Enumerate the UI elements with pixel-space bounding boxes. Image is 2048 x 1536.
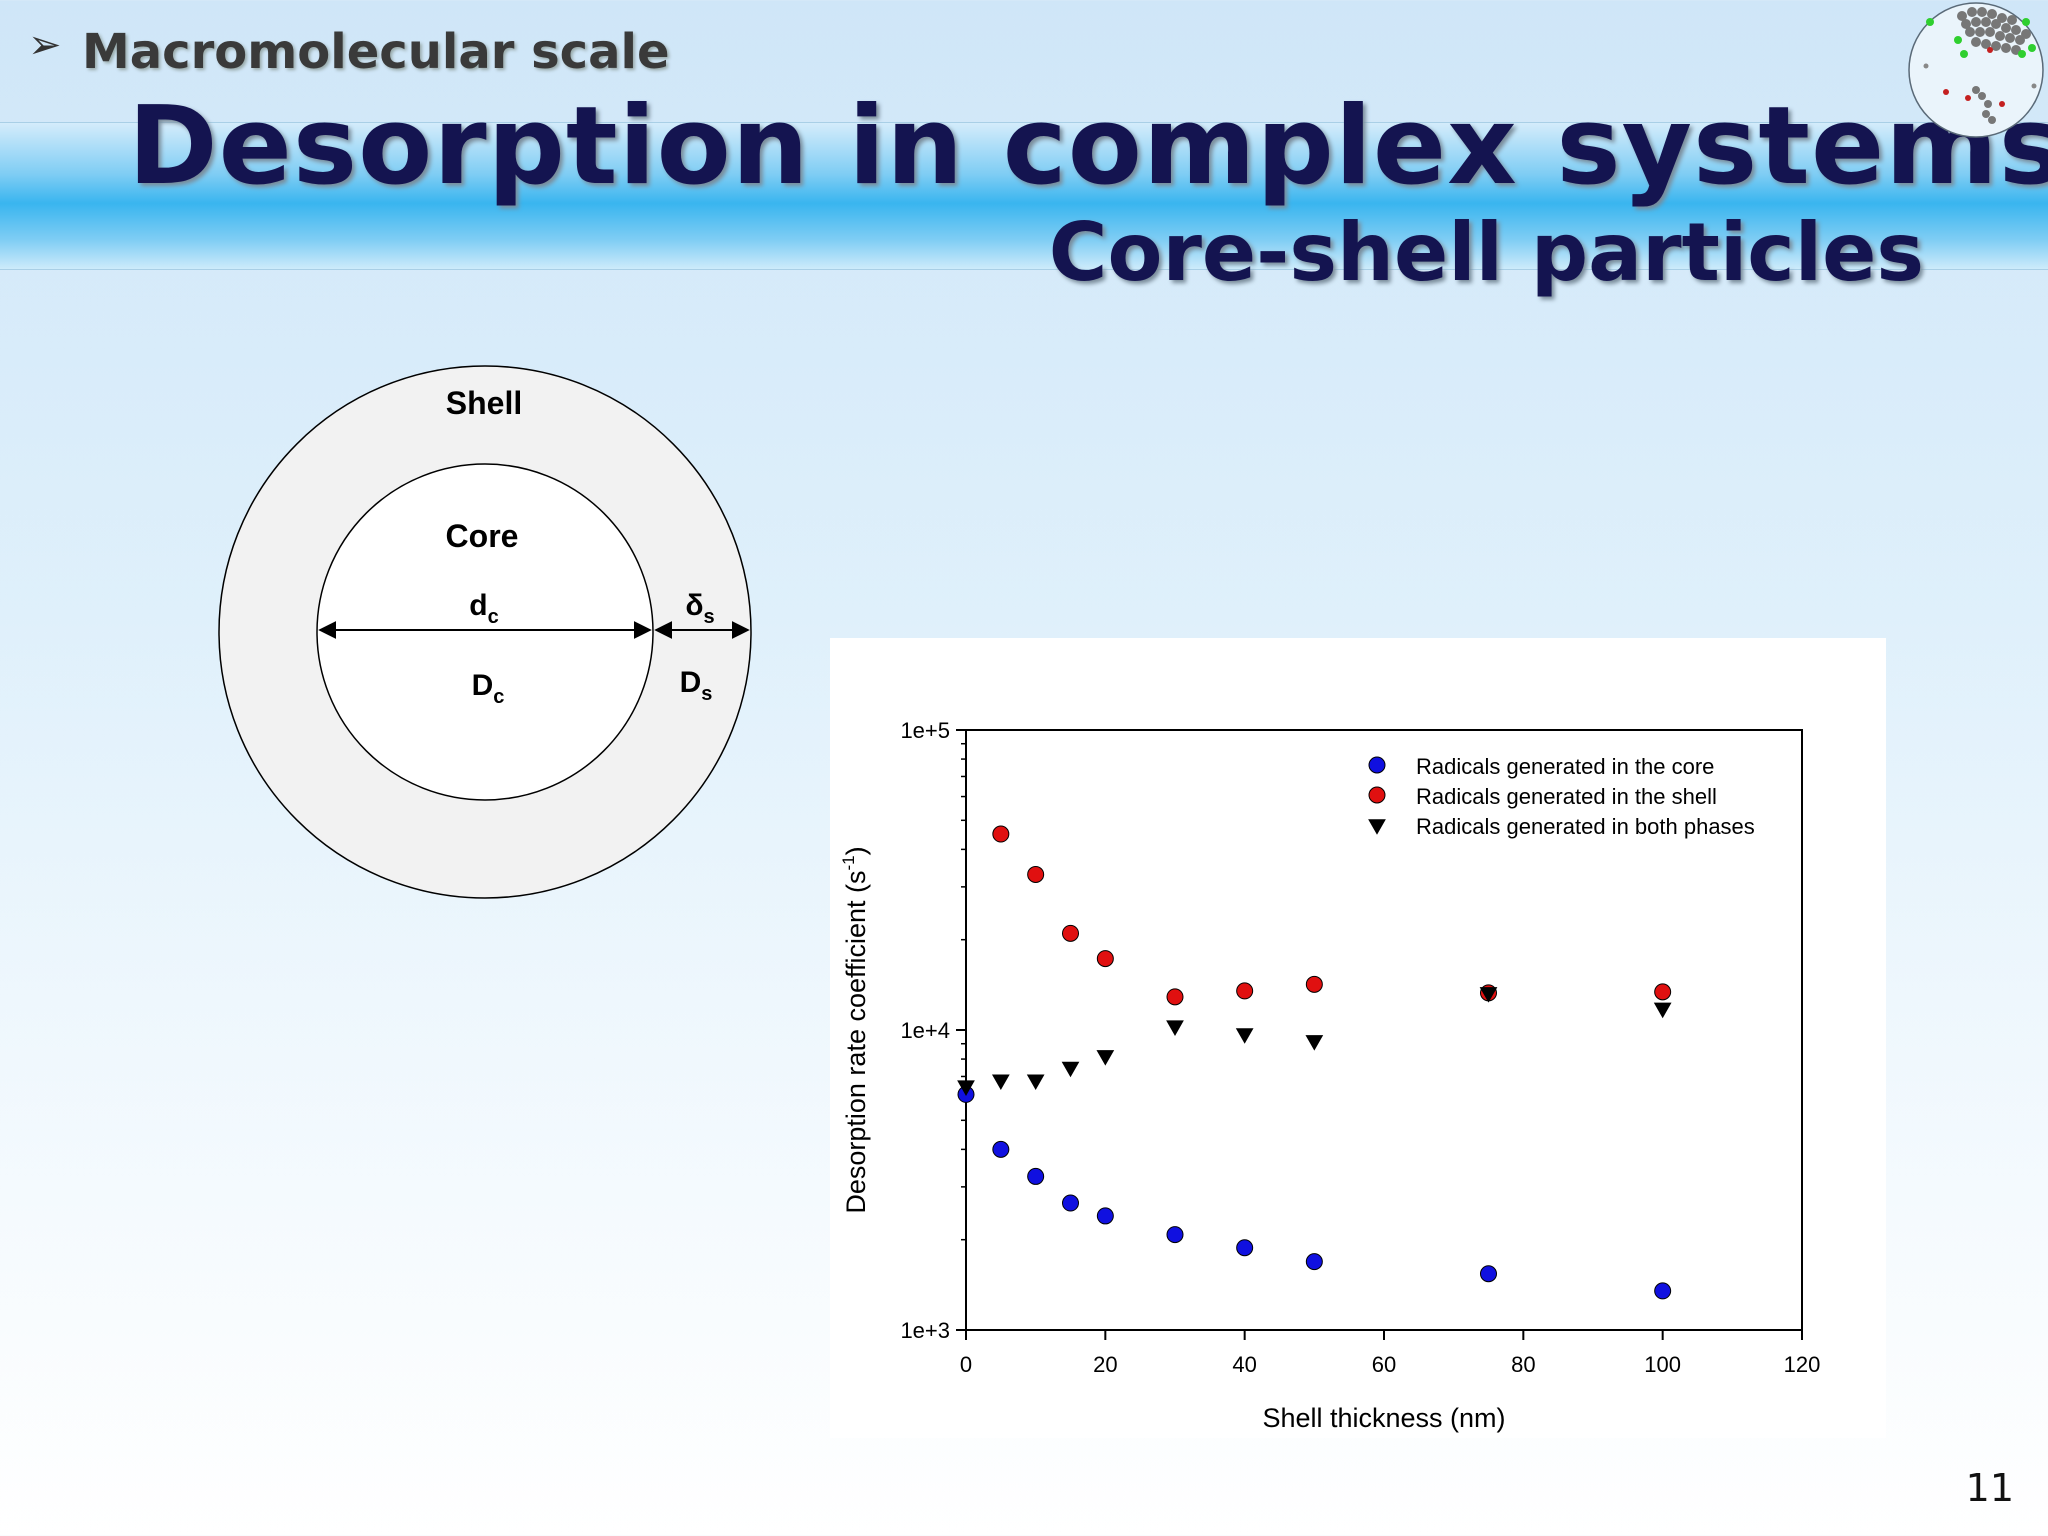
legend-marker xyxy=(1368,819,1386,835)
bullet-arrow-icon: ➢ xyxy=(28,22,62,68)
shell-thickness-label: δs xyxy=(685,589,714,628)
shell-point xyxy=(1166,988,1184,1006)
legend-label: Radicals generated in the core xyxy=(1416,754,1714,779)
data-points xyxy=(957,825,1672,1300)
y-tick-label: 1e+5 xyxy=(900,718,950,743)
both-phases-point xyxy=(991,1074,1010,1091)
core-point xyxy=(1305,1253,1323,1271)
title-band xyxy=(0,122,2048,270)
core-point xyxy=(1654,1282,1672,1300)
x-axis-label: Shell thickness (nm) xyxy=(1262,1403,1505,1433)
legend: Radicals generated in the core Radicals g… xyxy=(1368,754,1755,839)
x-tick-label: 20 xyxy=(1093,1352,1117,1377)
x-tick-label: 60 xyxy=(1372,1352,1396,1377)
both-phases-point xyxy=(1026,1074,1045,1091)
shell-point xyxy=(1096,950,1114,968)
both-phases-point xyxy=(1096,1050,1115,1066)
shell-point xyxy=(1027,865,1045,883)
core-point xyxy=(1027,1167,1045,1185)
y-axis-label: Desorption rate coefficient (s-1) xyxy=(839,846,871,1213)
desorption-scatter-chart: 0 20 40 60 80 100 120 1e+3 1e+4 1e+5 Radicals ge… xyxy=(839,718,1820,1433)
page-number: 11 xyxy=(1965,1466,2014,1510)
both-phases-point xyxy=(1479,987,1498,1003)
y-axis: 1e+3 1e+4 1e+5 xyxy=(900,718,966,1343)
x-tick-label: 40 xyxy=(1232,1352,1256,1377)
x-tick-label: 100 xyxy=(1644,1352,1681,1377)
both-phases-point xyxy=(1061,1061,1080,1078)
chart-panel: 0 20 40 60 80 100 120 1e+3 1e+4 1e+5 Radicals ge… xyxy=(830,638,1886,1438)
core-shell-diagram: Shell Core dc Dc δs Ds xyxy=(218,365,752,899)
shell-diffusion-label: Ds xyxy=(680,666,713,705)
shell-label: Shell xyxy=(446,385,522,421)
slide-title: Desorption in complex systems xyxy=(128,84,2048,209)
legend-label: Radicals generated in both phases xyxy=(1416,814,1755,839)
legend-marker xyxy=(1368,756,1386,774)
core-point xyxy=(1062,1194,1079,1212)
shell-point xyxy=(1654,983,1672,1001)
both-phases-point xyxy=(1235,1028,1254,1044)
slide-subtitle: Core-shell particles xyxy=(1048,206,1924,299)
core-point xyxy=(1236,1239,1254,1257)
x-tick-label: 0 xyxy=(960,1352,972,1377)
shell-point xyxy=(1236,982,1254,1000)
shell-point xyxy=(1305,975,1323,993)
x-tick-label: 120 xyxy=(1784,1352,1821,1377)
core-point xyxy=(1166,1226,1184,1244)
legend-marker xyxy=(1368,786,1386,804)
both-phases-point xyxy=(1305,1035,1324,1051)
legend-label: Radicals generated in the shell xyxy=(1416,784,1717,809)
both-phases-point xyxy=(1166,1020,1184,1036)
y-tick-label: 1e+4 xyxy=(900,1018,950,1043)
core-label: Core xyxy=(446,518,519,554)
y-tick-label: 1e+3 xyxy=(900,1318,950,1343)
core-diffusion-label: Dc xyxy=(472,669,505,708)
core-point xyxy=(1096,1207,1114,1225)
core-circle xyxy=(316,463,654,801)
core-point xyxy=(992,1140,1010,1158)
section-heading: Macromolecular scale xyxy=(82,24,670,80)
both-phases-point xyxy=(957,1080,975,1096)
core-diameter-label: dc xyxy=(469,589,498,628)
both-phases-point xyxy=(1653,1002,1672,1019)
core-point xyxy=(1480,1265,1497,1283)
molecule-logo-icon xyxy=(1908,2,2044,138)
x-axis: 0 20 40 60 80 100 120 xyxy=(960,1330,1820,1377)
shell-point xyxy=(992,825,1010,843)
x-tick-label: 80 xyxy=(1511,1352,1535,1377)
shell-point xyxy=(1062,924,1079,942)
